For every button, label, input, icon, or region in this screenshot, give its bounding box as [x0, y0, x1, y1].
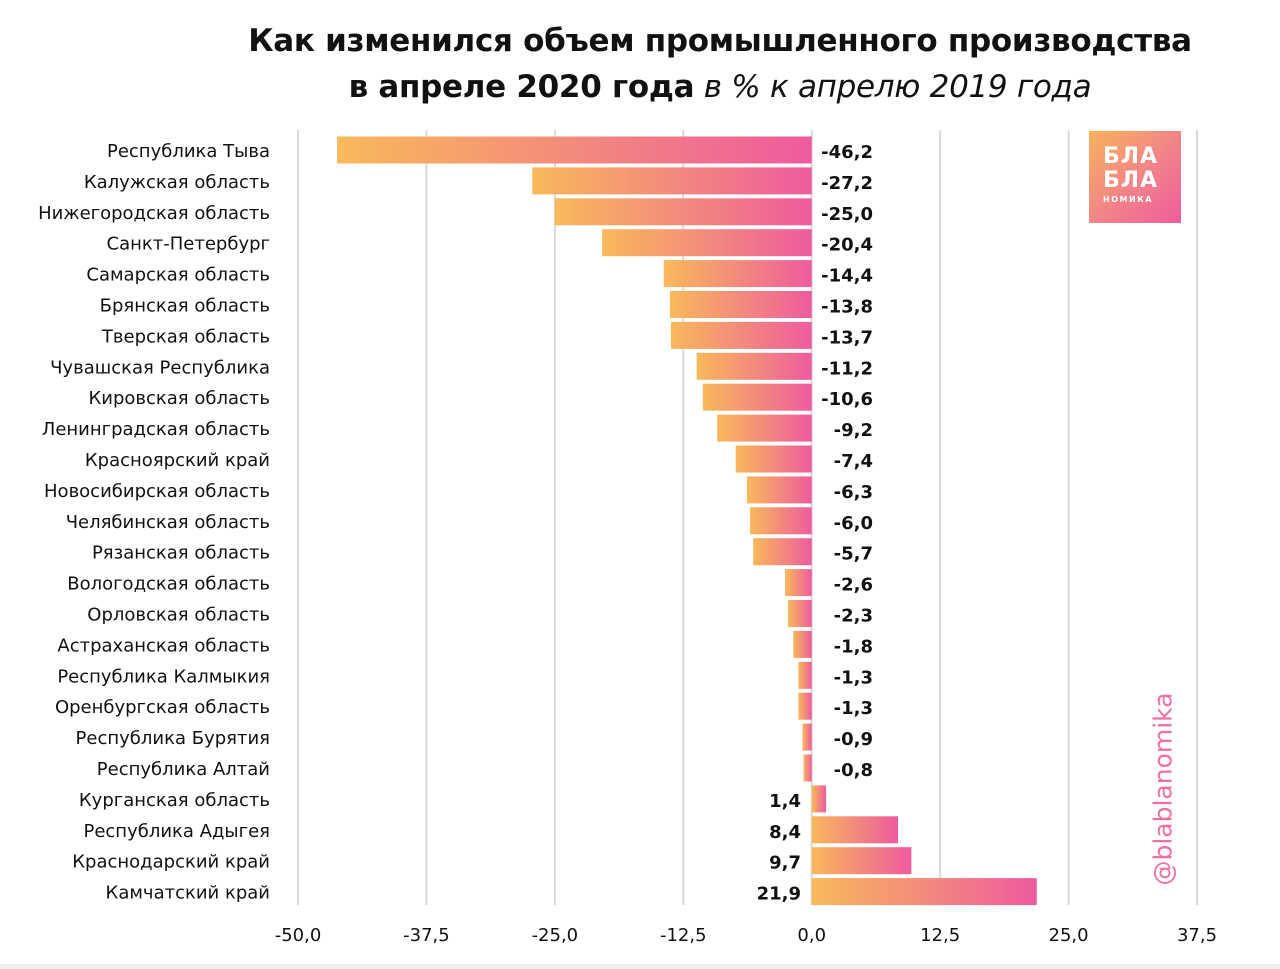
value-label: -1,8: [834, 636, 873, 657]
title-line-2-italic: в % к апрелю 2019 года: [694, 69, 1092, 105]
bar: [811, 847, 912, 875]
value-label: -5,7: [834, 544, 873, 565]
bar: [670, 321, 812, 349]
logo-text-2: БЛА: [1103, 168, 1159, 193]
value-label: -27,2: [821, 173, 873, 194]
value-label: -1,3: [834, 698, 873, 719]
category-label: Самарская область: [86, 265, 270, 286]
value-label: -13,8: [821, 297, 873, 318]
value-label: -7,4: [834, 451, 873, 472]
value-label: 21,9: [757, 884, 801, 905]
bar: [793, 630, 812, 658]
value-label: -20,4: [821, 235, 873, 256]
x-tick-label: -50,0: [275, 925, 322, 946]
title-line-1: Как изменился объем промышленного произв…: [248, 23, 1192, 59]
category-label: Вологодская область: [67, 574, 270, 595]
category-label: Новосибирская область: [44, 481, 270, 502]
logo-text-1: БЛА: [1103, 144, 1159, 169]
category-label: Республика Бурятия: [76, 728, 270, 749]
bar: [554, 198, 812, 226]
bar: [802, 723, 812, 751]
labels: -50,0 -37,5 -25,0 -12,5 0,0 12,5 25,0 37,5 Респу…: [38, 141, 1217, 946]
category-label: Нижегородская область: [38, 203, 270, 224]
category-label: Республика Тыва: [107, 141, 270, 162]
category-label: Санкт-Петербург: [107, 234, 270, 255]
bar: [798, 661, 812, 689]
value-label: -11,2: [821, 358, 873, 379]
bar: [798, 692, 812, 720]
value-label: 9,7: [769, 853, 801, 874]
value-label: -13,7: [821, 327, 873, 348]
bar: [746, 476, 812, 504]
category-label: Чувашская Республика: [50, 357, 270, 378]
value-label: -10,6: [821, 389, 873, 410]
value-label: -6,3: [834, 482, 873, 503]
value-label: -0,9: [834, 729, 873, 750]
category-label: Курганская область: [79, 790, 270, 811]
bar: [702, 383, 812, 411]
logo-text-3: НОМИКА: [1103, 195, 1153, 204]
x-tick-label: 25,0: [1049, 925, 1089, 946]
bar: [735, 445, 812, 473]
bar: [717, 414, 812, 442]
x-tick-label: -12,5: [660, 925, 707, 946]
bar: [337, 136, 812, 164]
bar: [532, 167, 812, 195]
bars: [337, 136, 1037, 906]
value-label: -9,2: [834, 420, 873, 441]
title-line-2: в апреле 2020 года в % к апрелю 2019 год…: [0, 64, 1280, 110]
bar: [803, 754, 812, 782]
category-label: Республика Адыгея: [83, 821, 270, 842]
category-label: Ленинградская область: [42, 419, 270, 440]
category-label: Краснодарский край: [72, 852, 270, 873]
value-label: -2,6: [834, 575, 873, 596]
category-label: Республика Алтай: [97, 759, 270, 780]
bar: [811, 878, 1037, 906]
value-label: -0,8: [834, 760, 873, 781]
bar: [788, 600, 812, 627]
value-label: -46,2: [821, 142, 873, 163]
bar: [785, 569, 812, 597]
bar: [696, 352, 812, 380]
bottom-divider: [0, 964, 1280, 969]
bar: [750, 507, 812, 535]
value-label: 8,4: [769, 822, 801, 843]
category-label: Красноярский край: [85, 450, 270, 471]
value-label: 1,4: [769, 791, 801, 812]
category-label: Брянская область: [100, 296, 270, 317]
category-label: Оренбургская область: [55, 697, 270, 718]
bar: [811, 785, 827, 813]
value-label: -6,0: [834, 513, 873, 534]
category-label: Орловская область: [87, 605, 270, 626]
value-label: -1,3: [834, 667, 873, 688]
category-label: Рязанская область: [92, 543, 270, 564]
bar: [669, 291, 812, 318]
category-label: Астраханская область: [57, 635, 270, 656]
bar: [811, 816, 899, 844]
x-tick-label: -25,0: [532, 925, 579, 946]
category-label: Кировская область: [88, 388, 270, 409]
category-label: Республика Калмыкия: [57, 666, 270, 687]
bar: [753, 538, 812, 566]
x-tick-label: -37,5: [403, 925, 450, 946]
x-tick-label: 37,5: [1177, 925, 1217, 946]
chart-title: Как изменился объем промышленного произв…: [0, 18, 1280, 110]
category-label: Калужская область: [84, 172, 270, 193]
bar: [602, 229, 812, 257]
category-label: Челябинская область: [66, 512, 270, 533]
title-line-2-bold: в апреле 2020 года: [348, 69, 695, 105]
value-label: -2,3: [834, 606, 873, 627]
x-tick-label: 12,5: [920, 925, 960, 946]
x-tick-label: 0,0: [797, 925, 826, 946]
value-label: -25,0: [821, 204, 873, 225]
social-handle: @blablanomika: [1148, 692, 1178, 886]
category-label: Тверская область: [101, 326, 270, 347]
blablanomika-logo: БЛА БЛА НОМИКА: [1089, 131, 1181, 223]
bar: [663, 260, 812, 288]
category-label: Камчатский край: [106, 883, 270, 904]
value-label: -14,4: [821, 266, 873, 287]
